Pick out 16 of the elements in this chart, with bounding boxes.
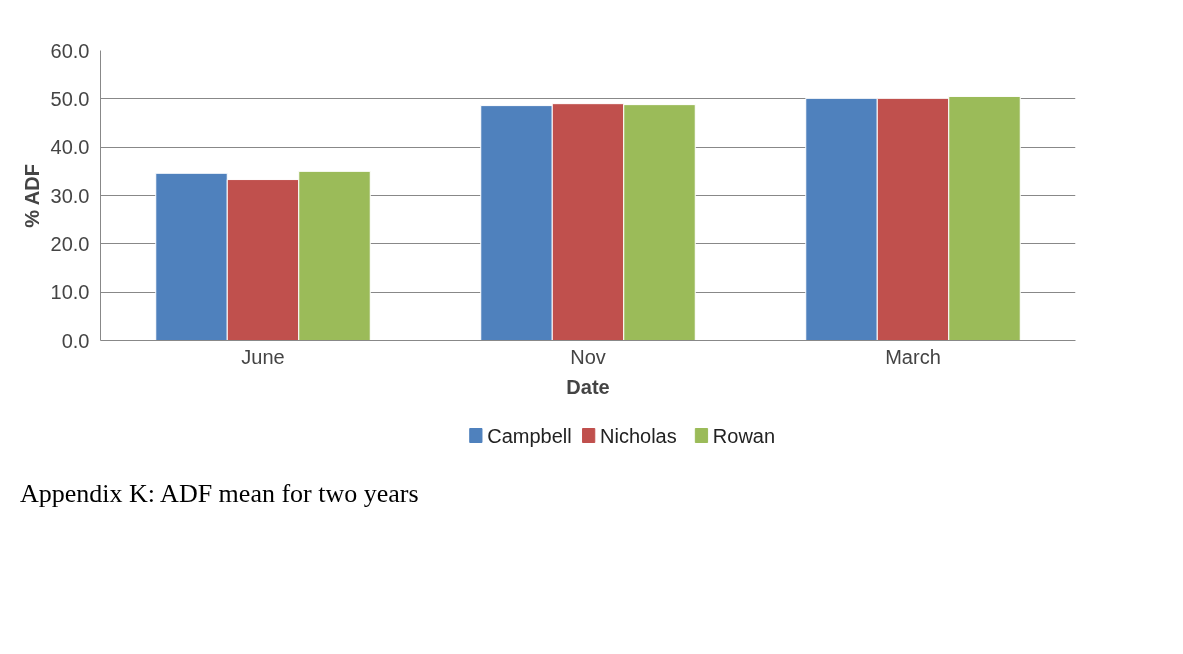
x-axis-title: Date bbox=[566, 375, 610, 398]
y-tick-label: 60.0 bbox=[50, 39, 90, 62]
legend-label: Campbell bbox=[487, 424, 572, 447]
x-tick-label: March bbox=[885, 345, 941, 368]
y-axis-title: % ADF bbox=[20, 164, 43, 228]
y-tick-label: 30.0 bbox=[50, 184, 90, 207]
legend-label: Nicholas bbox=[600, 424, 677, 447]
legend-label: Rowan bbox=[712, 424, 776, 447]
y-tick-label: 10.0 bbox=[50, 281, 90, 304]
y-tick-label: 50.0 bbox=[50, 87, 90, 110]
y-tick-label: 20.0 bbox=[50, 232, 90, 255]
x-tick-label: June bbox=[241, 345, 285, 368]
x-tick-label: Nov bbox=[570, 345, 606, 368]
y-tick-label: 0.0 bbox=[61, 329, 90, 352]
y-tick-label: 40.0 bbox=[50, 136, 90, 159]
text: Appendix K: ADF mean for two years bbox=[20, 478, 419, 510]
